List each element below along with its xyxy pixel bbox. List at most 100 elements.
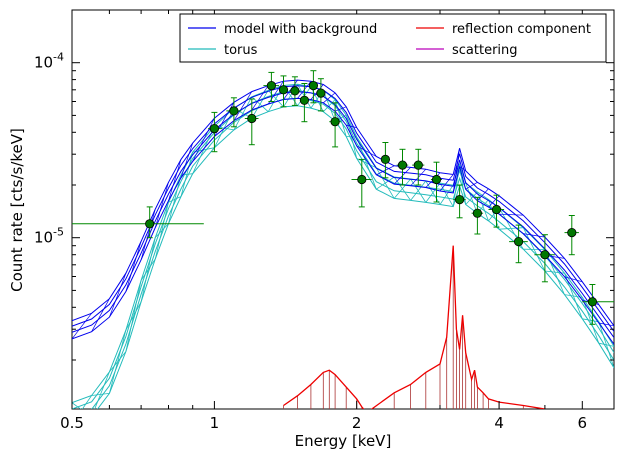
- data-marker: [413, 160, 423, 170]
- model-hatch-segment: [523, 233, 545, 238]
- data-point: [509, 224, 528, 264]
- data-point: [380, 142, 390, 179]
- data-point: [582, 284, 614, 325]
- torus-line-1: [91, 97, 614, 409]
- data-marker: [299, 95, 309, 105]
- model-hatch-segment: [477, 188, 489, 201]
- data-point: [226, 97, 242, 128]
- legend-box: [179, 13, 607, 63]
- y-tick-label: 10-4: [34, 51, 64, 72]
- data-point: [396, 148, 409, 186]
- model-hatch-segment: [598, 322, 614, 327]
- data-marker: [454, 195, 465, 205]
- data-point-layer: [72, 70, 614, 325]
- legend-label-reflection: reflection component: [452, 22, 591, 37]
- data-marker: [513, 237, 524, 247]
- model-hatch-segment: [72, 313, 92, 340]
- legend: model with background reflection compone…: [179, 13, 607, 63]
- model-hatch-segment: [465, 181, 478, 190]
- legend-label-model: model with background: [224, 22, 377, 37]
- model-hatch-segment: [346, 124, 357, 128]
- torus-hatch-segment: [91, 371, 110, 409]
- torus-line-0: [96, 105, 614, 409]
- data-marker: [357, 174, 367, 185]
- data-point: [208, 111, 223, 153]
- model-hatch-segment: [334, 106, 347, 112]
- legend-label-torus: torus: [224, 43, 258, 58]
- data-marker: [380, 154, 390, 164]
- torus-hatch-segment: [356, 136, 377, 190]
- legend-label-scattering: scattering: [452, 43, 518, 58]
- x-tick-label: 1: [210, 414, 220, 432]
- model-hatch-segment: [91, 298, 110, 332]
- data-marker: [472, 208, 482, 218]
- model-hatch-segment: [109, 273, 127, 318]
- data-marker: [209, 124, 219, 134]
- data-point: [488, 194, 505, 228]
- data-marker: [330, 117, 340, 127]
- torus-hatch-segment: [168, 175, 182, 224]
- model-line-2: [72, 85, 614, 332]
- model-hatch-segment: [251, 85, 269, 111]
- data-marker: [266, 81, 276, 91]
- data-point: [263, 71, 279, 102]
- y-tick-label: 10-5: [34, 226, 64, 247]
- torus-hatch-segment: [72, 395, 92, 409]
- x-tick-label: 0.5: [60, 414, 84, 432]
- torus-hatch-segment: [109, 329, 127, 394]
- data-point: [289, 76, 301, 106]
- x-tick-label: 6: [578, 414, 588, 432]
- data-point: [308, 70, 318, 104]
- torus-hatch-segment: [125, 280, 142, 352]
- y-axis-label: Count rate [cts/s/keV]: [8, 128, 26, 292]
- data-marker: [290, 86, 300, 96]
- data-marker: [587, 297, 598, 307]
- x-axis-label: Energy [keV]: [295, 432, 392, 450]
- plot-frame: [71, 9, 615, 410]
- x-tick-label: 2: [352, 414, 362, 432]
- data-point: [412, 148, 425, 186]
- model-hatch-segment: [267, 81, 284, 105]
- data-marker: [229, 106, 239, 116]
- data-marker: [278, 85, 289, 95]
- model-hatch-segment: [452, 148, 460, 193]
- data-marker: [145, 219, 155, 229]
- curve-layer: [72, 79, 614, 409]
- model-hatch-segment: [356, 145, 377, 157]
- torus-hatch-segment: [154, 202, 169, 259]
- data-marker: [431, 174, 442, 185]
- reflection-line: [283, 245, 546, 409]
- data-point: [534, 234, 555, 283]
- model-hatch-segment: [154, 182, 169, 228]
- data-marker: [540, 250, 550, 260]
- data-point: [471, 196, 484, 235]
- data-marker: [397, 160, 408, 170]
- model-hatch-segment: [439, 174, 454, 192]
- model-hatch-segment: [180, 142, 194, 178]
- torus-hatch-segment: [375, 167, 395, 199]
- model-hatch-segment: [499, 213, 524, 216]
- data-point: [564, 215, 579, 256]
- torus-line-2: [72, 90, 614, 409]
- model-hatch-segment: [564, 276, 583, 283]
- torus-hatch-segment: [322, 90, 336, 122]
- model-hatch-segment: [323, 92, 336, 104]
- data-point: [72, 206, 204, 239]
- data-point: [244, 98, 259, 146]
- data-marker: [316, 88, 326, 98]
- torus-hatch-segment: [180, 152, 194, 197]
- model-hatch-segment: [140, 209, 156, 260]
- data-marker: [491, 204, 502, 215]
- data-point: [329, 102, 341, 148]
- model-hatch-segment: [459, 166, 466, 172]
- data-point: [453, 184, 466, 219]
- data-point: [299, 83, 309, 123]
- data-point: [278, 75, 289, 108]
- data-point: [430, 161, 442, 203]
- tick-layer: 0.5 1 2 4 6 10-5 10-4: [34, 9, 615, 432]
- model-hatch-segment: [125, 241, 142, 292]
- torus-hatch-segment: [439, 182, 454, 207]
- data-point: [316, 78, 326, 112]
- data-marker: [247, 113, 257, 124]
